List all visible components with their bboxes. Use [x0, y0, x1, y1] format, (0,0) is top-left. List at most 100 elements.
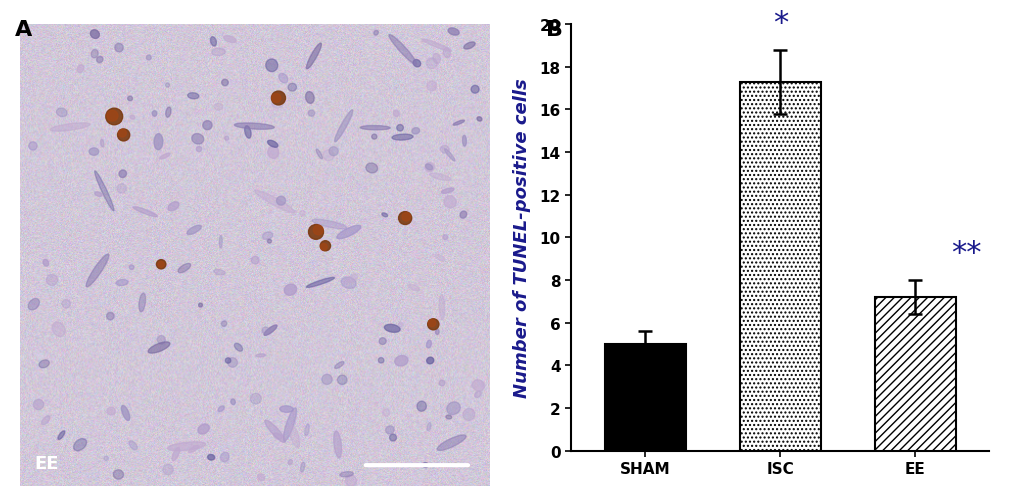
Ellipse shape: [287, 84, 297, 92]
Ellipse shape: [437, 435, 466, 450]
Ellipse shape: [187, 94, 199, 100]
Circle shape: [322, 375, 332, 385]
Circle shape: [397, 323, 403, 327]
Ellipse shape: [132, 207, 157, 217]
Circle shape: [251, 257, 259, 265]
Circle shape: [197, 147, 202, 152]
Ellipse shape: [245, 126, 251, 139]
Circle shape: [271, 94, 280, 103]
Circle shape: [267, 240, 271, 243]
Ellipse shape: [89, 148, 99, 156]
Circle shape: [320, 244, 327, 250]
Ellipse shape: [381, 213, 387, 217]
Ellipse shape: [230, 399, 235, 405]
Circle shape: [250, 393, 261, 404]
Ellipse shape: [393, 111, 398, 117]
Circle shape: [106, 109, 122, 126]
Circle shape: [427, 319, 438, 330]
Ellipse shape: [29, 299, 40, 310]
Circle shape: [199, 304, 203, 308]
Text: A: A: [15, 20, 33, 40]
Ellipse shape: [172, 447, 179, 461]
Ellipse shape: [43, 260, 49, 267]
Ellipse shape: [440, 146, 448, 154]
Ellipse shape: [107, 407, 115, 415]
Ellipse shape: [255, 190, 294, 213]
Text: **: **: [951, 238, 980, 268]
Ellipse shape: [221, 321, 226, 327]
Ellipse shape: [429, 174, 450, 181]
Ellipse shape: [460, 211, 467, 219]
Ellipse shape: [427, 423, 431, 431]
Ellipse shape: [339, 472, 353, 477]
Ellipse shape: [289, 425, 300, 447]
Ellipse shape: [121, 406, 129, 421]
Ellipse shape: [119, 171, 126, 178]
Ellipse shape: [58, 431, 65, 439]
Ellipse shape: [42, 416, 50, 425]
Ellipse shape: [426, 341, 431, 348]
Ellipse shape: [167, 442, 206, 451]
Circle shape: [308, 225, 323, 240]
Ellipse shape: [340, 278, 356, 289]
Circle shape: [308, 111, 314, 117]
Ellipse shape: [412, 128, 419, 135]
Ellipse shape: [394, 356, 408, 366]
Circle shape: [313, 226, 323, 235]
Circle shape: [62, 300, 70, 309]
Circle shape: [320, 241, 330, 252]
Ellipse shape: [220, 452, 229, 462]
Circle shape: [329, 147, 338, 156]
Ellipse shape: [426, 82, 436, 92]
Ellipse shape: [129, 116, 135, 120]
Bar: [739, 83, 820, 451]
Ellipse shape: [474, 391, 481, 398]
Ellipse shape: [113, 470, 123, 479]
Ellipse shape: [447, 29, 459, 36]
Ellipse shape: [234, 344, 243, 352]
Ellipse shape: [435, 330, 439, 335]
Ellipse shape: [283, 408, 297, 441]
Text: EE: EE: [35, 454, 59, 472]
Ellipse shape: [128, 441, 138, 450]
Ellipse shape: [148, 342, 170, 353]
Circle shape: [426, 59, 437, 70]
Ellipse shape: [34, 400, 44, 410]
Ellipse shape: [160, 154, 170, 160]
Ellipse shape: [91, 31, 99, 40]
Ellipse shape: [56, 109, 67, 117]
Ellipse shape: [306, 44, 321, 70]
Ellipse shape: [441, 188, 453, 194]
Ellipse shape: [77, 66, 84, 74]
Circle shape: [104, 456, 108, 460]
Ellipse shape: [210, 38, 216, 47]
Ellipse shape: [95, 171, 114, 211]
Ellipse shape: [268, 147, 278, 159]
Ellipse shape: [445, 415, 451, 419]
Ellipse shape: [198, 424, 209, 434]
Circle shape: [106, 313, 114, 320]
Circle shape: [428, 320, 435, 327]
Ellipse shape: [443, 49, 449, 59]
Circle shape: [117, 184, 126, 193]
Circle shape: [221, 80, 228, 87]
Ellipse shape: [168, 202, 178, 211]
Ellipse shape: [425, 163, 434, 172]
Circle shape: [203, 121, 212, 130]
Circle shape: [371, 135, 377, 140]
Ellipse shape: [452, 121, 464, 126]
Ellipse shape: [177, 264, 191, 273]
Ellipse shape: [464, 43, 475, 50]
Circle shape: [378, 358, 383, 363]
Ellipse shape: [214, 270, 225, 276]
Ellipse shape: [157, 336, 165, 345]
Circle shape: [379, 338, 386, 345]
Circle shape: [396, 125, 404, 132]
Circle shape: [158, 262, 164, 268]
Circle shape: [323, 151, 334, 161]
Circle shape: [438, 380, 444, 386]
Ellipse shape: [472, 380, 484, 391]
Circle shape: [271, 92, 285, 106]
Ellipse shape: [334, 111, 353, 142]
Ellipse shape: [432, 54, 440, 64]
